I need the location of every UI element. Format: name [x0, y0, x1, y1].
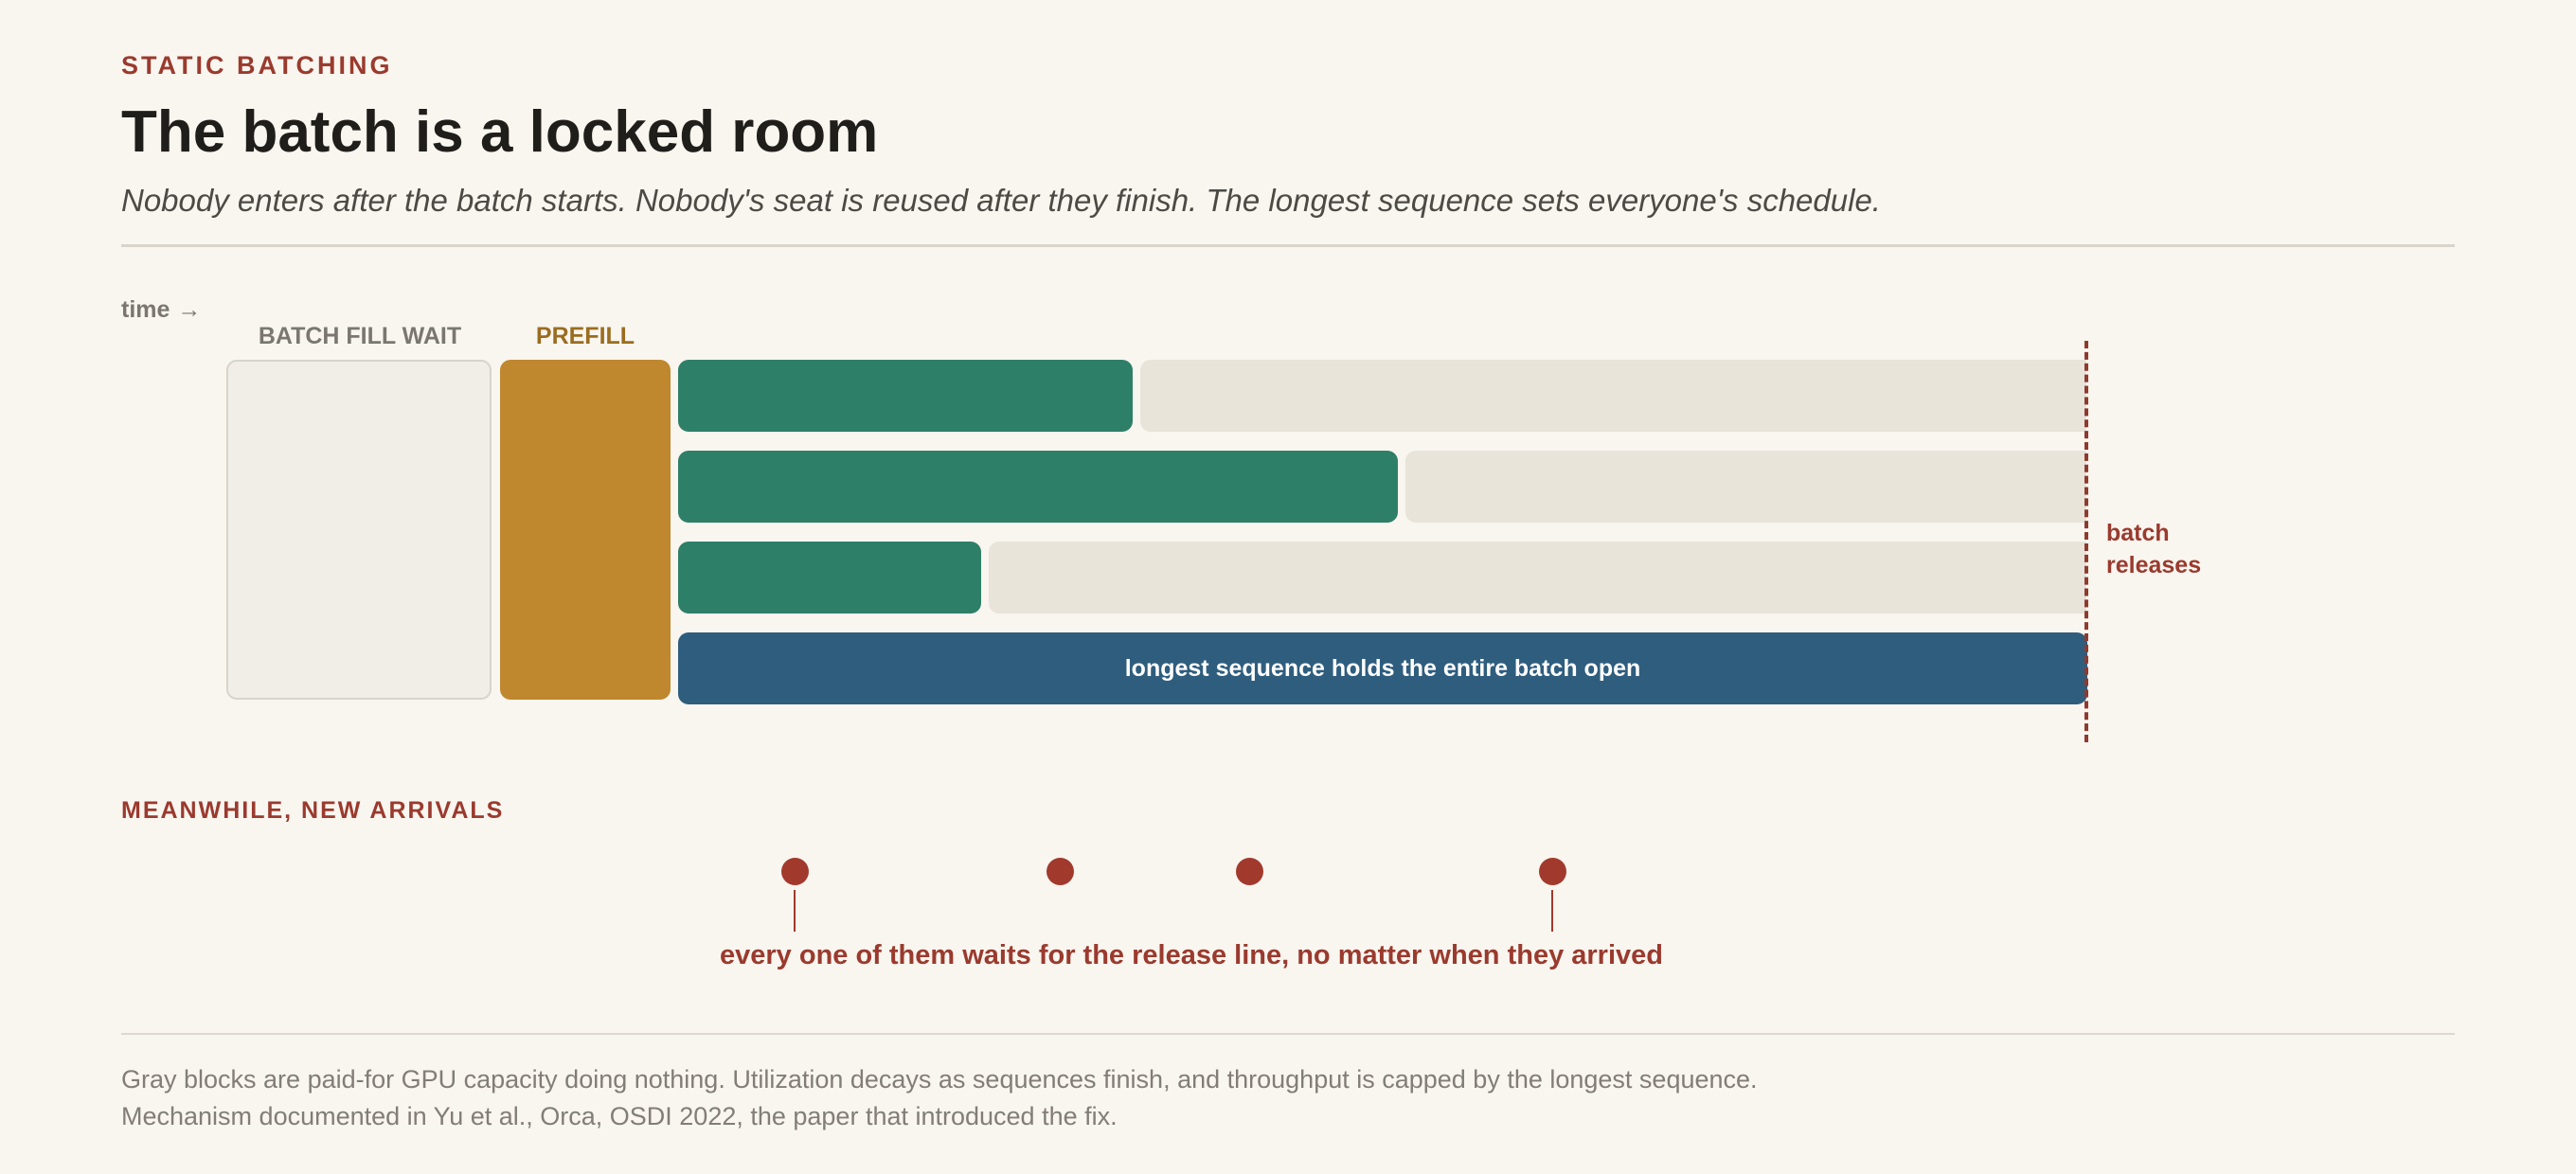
- footnote-line-1: Gray blocks are paid-for GPU capacity do…: [121, 1065, 1758, 1094]
- page-title: The batch is a locked room: [121, 99, 879, 165]
- sequence-2-idle-bar: [1405, 451, 2086, 523]
- time-label-text: time: [121, 296, 170, 323]
- release-label-line-2: releases: [2106, 552, 2202, 578]
- sequence-1-idle-bar: [1140, 360, 2086, 432]
- longest-sequence-bar: longest sequence holds the entire batch …: [678, 632, 2087, 704]
- sequence-3-idle-bar: [989, 542, 2086, 614]
- prefill-label: PREFILL: [535, 323, 635, 349]
- arrow-right-icon: →: [177, 296, 202, 323]
- longest-sequence-label: longest sequence holds the entire batch …: [1124, 654, 1641, 682]
- arrival-dot: [781, 858, 809, 885]
- sequence-3-decode-bar: [678, 542, 981, 614]
- sequence-1-decode-bar: [678, 360, 1133, 432]
- batch-release-label: batch releases: [2106, 517, 2201, 581]
- arrival-dot: [1539, 858, 1566, 885]
- footnote-line-2: Mechanism documented in Yu et al., Orca,…: [121, 1102, 1118, 1130]
- section-kicker: STATIC BATCHING: [121, 51, 393, 80]
- arrival-stem: [1551, 890, 1553, 932]
- release-label-line-1: batch: [2106, 520, 2170, 546]
- new-arrivals-label: MEANWHILE, NEW ARRIVALS: [121, 797, 505, 824]
- footer-divider: [121, 1033, 2455, 1035]
- page-subtitle: Nobody enters after the batch starts. No…: [121, 183, 1881, 218]
- batch-fill-wait-block: [226, 360, 492, 700]
- batch-fill-wait-label: BATCH FILL WAIT: [258, 323, 462, 349]
- arrivals-caption: every one of them waits for the release …: [720, 940, 1663, 970]
- header-divider: [121, 244, 2455, 247]
- batch-release-line: [2084, 341, 2088, 742]
- prefill-block: [500, 360, 671, 700]
- sequence-2-decode-bar: [678, 451, 1398, 523]
- arrival-dot: [1046, 858, 1074, 885]
- time-axis-label: time →: [121, 296, 201, 324]
- arrival-dot: [1236, 858, 1263, 885]
- arrival-stem: [794, 890, 796, 932]
